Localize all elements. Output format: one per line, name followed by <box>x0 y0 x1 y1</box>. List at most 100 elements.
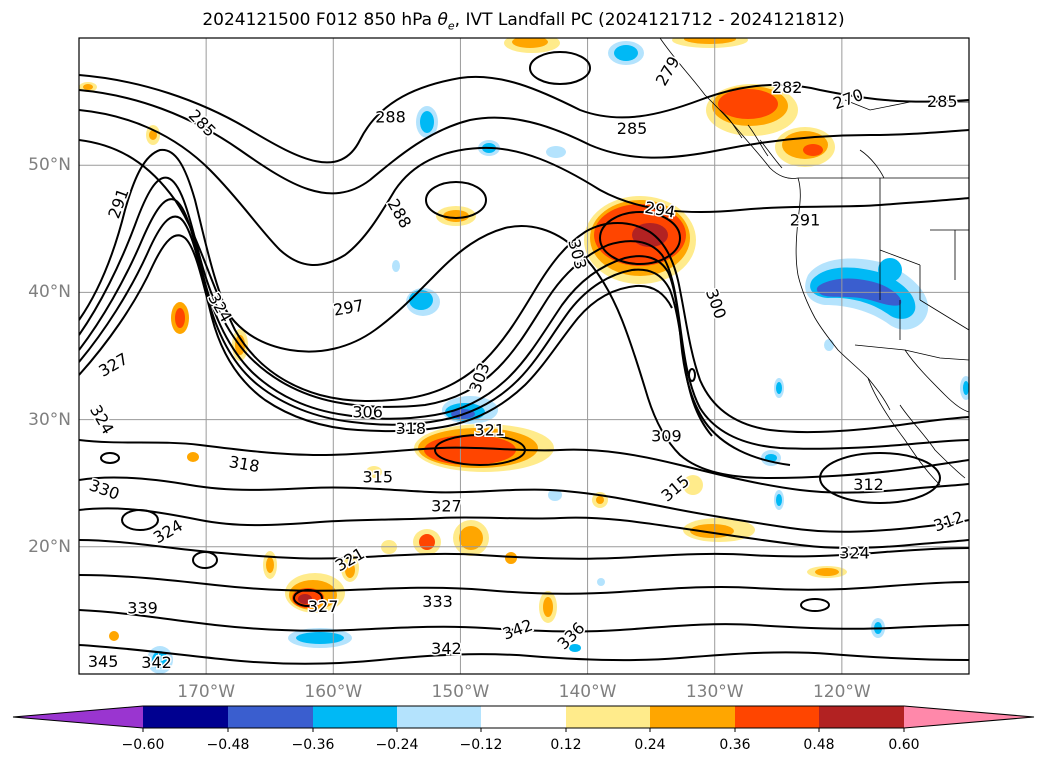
shade-positive-d3 <box>803 144 823 156</box>
shade-positive-x1 <box>187 452 199 462</box>
contour-label-15: 321 <box>474 420 505 439</box>
colorbar-segment-4 <box>397 706 481 728</box>
shade-positive-e2 <box>684 38 736 44</box>
shade-negative-d2 <box>420 111 434 133</box>
colorbar-tick-label-2: −0.36 <box>291 737 335 753</box>
contour-closed-6 <box>434 434 526 466</box>
coast-alaska <box>659 38 799 179</box>
shade-positive-y1 <box>366 466 382 478</box>
contour-f <box>79 476 969 533</box>
contour-h <box>79 539 969 560</box>
lat-label-3: 50°N <box>28 155 71 176</box>
contour-closed-8 <box>819 452 941 504</box>
contour-label-30: 339 <box>127 598 158 617</box>
contour-label-34: 345 <box>88 652 119 671</box>
colorbar-tick-label-6: 0.24 <box>634 737 666 753</box>
colorbar-segment-2 <box>228 706 313 728</box>
lon-label-3: 140°W <box>558 682 617 702</box>
shade-positive-w1 <box>505 552 517 564</box>
shade-negative-k2 <box>776 382 782 394</box>
shade-positive-f2 <box>512 38 548 48</box>
coastlines <box>659 38 969 486</box>
shade-positive-c3 <box>718 89 778 119</box>
shade-positive-o2 <box>815 568 839 576</box>
contour-closed-5 <box>293 589 323 607</box>
colorbar-segment-7 <box>650 706 735 728</box>
shade-positive-k2 <box>175 308 185 328</box>
lat-label-1: 30°N <box>28 409 71 430</box>
contour-closed-2 <box>529 51 591 85</box>
lat-label-2: 40°N <box>28 282 71 303</box>
lon-label-1: 160°W <box>304 682 363 702</box>
colorbar-tick-label-8: 0.48 <box>803 737 835 753</box>
lon-label-4: 130°W <box>685 682 744 702</box>
colorbar-segment-3 <box>313 706 397 728</box>
contour-label-26: 324 <box>839 544 870 563</box>
contour-label-14: 318 <box>396 419 427 438</box>
colorbar-tick-label-5: 0.12 <box>550 737 582 753</box>
colorbar-segment-8 <box>735 706 819 728</box>
shade-negative-t1 <box>597 578 605 586</box>
contour-closed-1 <box>425 181 487 219</box>
colorbar-tick-label-0: −0.60 <box>121 737 165 753</box>
contour-closed-10 <box>688 368 696 382</box>
map-frame <box>78 37 970 675</box>
contour-label-28: 327 <box>308 597 339 616</box>
contour-label-13: 306 <box>352 402 383 421</box>
contour-label-6: 291 <box>790 210 821 229</box>
shade-negative-g2 <box>152 651 168 669</box>
shade-positive-m2 <box>543 597 553 617</box>
shade-positive-r2 <box>596 496 604 504</box>
coast-mexico <box>904 349 969 413</box>
shade-positive-g4 <box>298 594 312 604</box>
contour-label-2: 285 <box>617 119 648 138</box>
map-title: 2024121500 F012 850 hPa θe, IVT Landfall… <box>0 10 1047 32</box>
contour-ridge-2 <box>79 176 969 450</box>
contour-label-1: 288 <box>375 107 406 126</box>
shade-negative-n2 <box>963 381 969 395</box>
contour-label-21: 312 <box>853 475 884 494</box>
colorbar-tick-label-9: 0.60 <box>888 737 920 753</box>
colorbar <box>12 705 1035 732</box>
colorbar-segment-9 <box>819 706 904 728</box>
contour-ridge-4 <box>79 215 713 437</box>
contour-label-16: 309 <box>651 427 682 446</box>
contour-b <box>79 89 969 195</box>
contour-label-23: 327 <box>431 497 462 516</box>
contour-d <box>79 139 969 479</box>
colorbar-tick-label-1: −0.48 <box>206 737 250 753</box>
shade-negative-i1 <box>546 146 566 158</box>
shade-negative-s1 <box>569 644 581 652</box>
shade-negative-q1 <box>392 260 400 272</box>
contour-closed-9 <box>800 598 830 612</box>
shade-positive-u2 <box>83 84 93 90</box>
contour-label-36: 282 <box>772 78 803 97</box>
contour-label-29: 333 <box>422 592 453 611</box>
shade-positive-q2 <box>266 557 274 573</box>
contour-closed-7 <box>599 211 681 265</box>
lon-label-0: 170°W <box>177 682 236 702</box>
contour-label-19: 315 <box>363 467 394 486</box>
title-theta: θ <box>437 10 448 30</box>
shade-negative-o1 <box>548 489 562 501</box>
contour-k <box>79 644 969 665</box>
colorbar-extend-max <box>904 706 1034 728</box>
contour-c <box>79 109 969 267</box>
contour-j <box>79 609 969 633</box>
contour-g <box>79 507 969 549</box>
shade-positive-b3 <box>424 435 516 465</box>
contour-ridge-1 <box>79 148 969 434</box>
contour-label-38: 285 <box>927 92 958 111</box>
contour-closed-11 <box>100 452 120 464</box>
colorbar-tick-label-4: −0.12 <box>459 737 503 753</box>
shade-positive-s1 <box>683 475 703 495</box>
lat-label-0: 20°N <box>28 536 71 557</box>
shade-positive-z1 <box>109 631 119 641</box>
contour-label-35: 342 <box>141 653 172 672</box>
shade-negative-c2 <box>409 290 433 310</box>
contour-closed-3 <box>121 509 159 531</box>
shade-positive-t2 <box>149 130 157 140</box>
shade-negative-l2 <box>776 494 782 506</box>
contour-closed-4 <box>192 551 218 569</box>
